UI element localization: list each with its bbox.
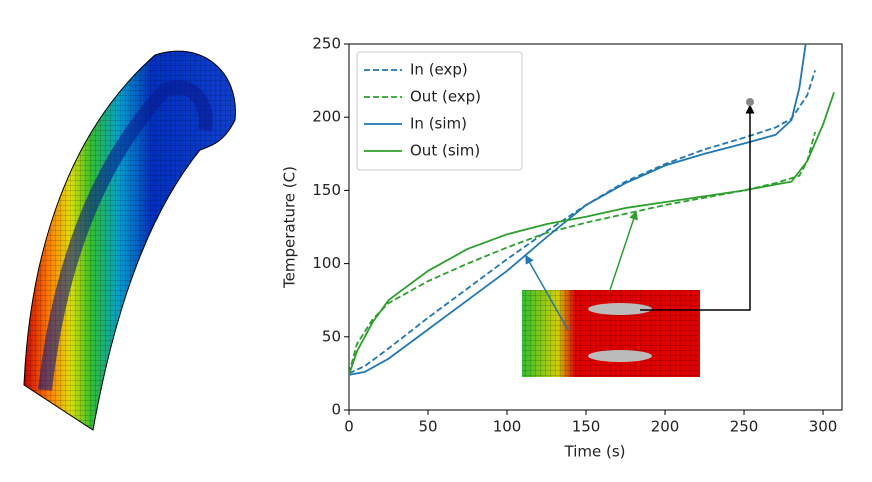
y-tick-label: 100 [312, 254, 341, 272]
legend: In (exp) Out (exp) In (sim) Out (sim) [356, 51, 523, 171]
legend-label: In (sim) [410, 115, 467, 133]
legend-box [356, 51, 523, 171]
mesh-model [23, 50, 236, 431]
x-tick-label: 0 [344, 418, 354, 436]
x-tick-label: 50 [418, 418, 437, 436]
series-line [349, 44, 807, 376]
y-tick-label: 200 [312, 108, 341, 126]
plot-area [349, 44, 835, 376]
y-tick-label: 50 [322, 327, 341, 345]
x-tick-label: 100 [493, 418, 522, 436]
legend-label: Out (exp) [410, 88, 481, 106]
x-tick-label: 250 [730, 418, 759, 436]
y-tick-label: 150 [312, 181, 341, 199]
y-tick-label: 0 [331, 401, 341, 419]
x-tick-label: 300 [809, 418, 838, 436]
inset [522, 98, 755, 377]
y-axis-label: Temperature (C) [281, 166, 299, 289]
x-tick-label: 200 [651, 418, 680, 436]
series-line [349, 70, 816, 375]
legend-label: Out (sim) [410, 142, 480, 160]
y-tick-label: 250 [312, 35, 341, 53]
axes-frame [348, 43, 843, 411]
x-tick-label: 150 [572, 418, 601, 436]
x-axis-label: Time (s) [564, 443, 626, 461]
series-line [349, 92, 835, 376]
legend-label: In (exp) [410, 61, 468, 79]
